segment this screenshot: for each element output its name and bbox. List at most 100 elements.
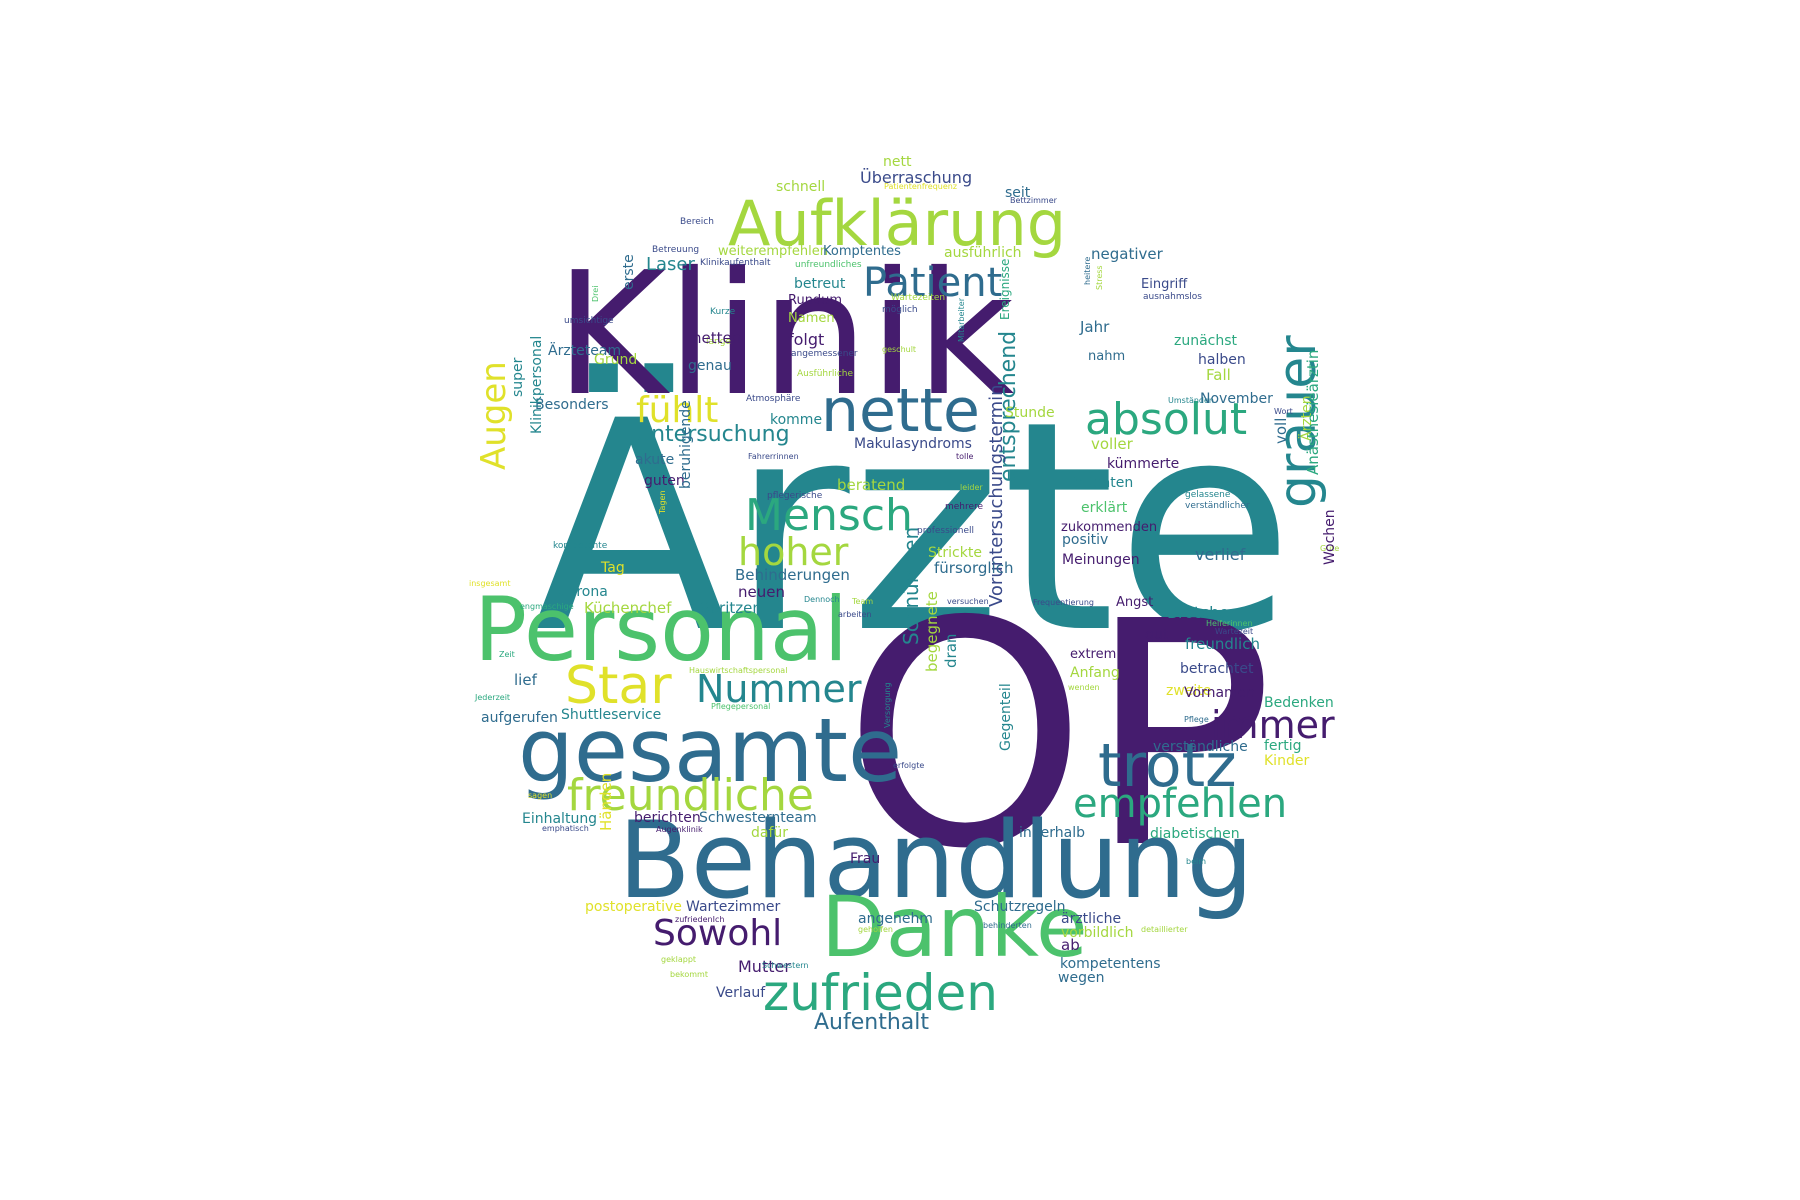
word-cloud-word: angenehm (858, 911, 933, 927)
word-cloud-word: Umständen (1168, 396, 1214, 405)
word-cloud-word: begegnete (923, 591, 941, 672)
word-cloud-word: ausführlich (944, 245, 1022, 261)
word-cloud-word: diabetischen (1150, 826, 1240, 842)
word-cloud-word: absolut (1085, 394, 1248, 445)
word-cloud-word: unfreundliches (795, 260, 862, 270)
word-cloud-word: Gegenteil (998, 683, 1014, 751)
word-cloud-word: Frau (850, 851, 881, 867)
word-cloud-word: freundlich (1185, 635, 1260, 653)
word-cloud-word: empfehlen (1073, 781, 1288, 827)
word-cloud-word: Brötchen (1167, 603, 1240, 622)
word-cloud-word: postoperative (585, 899, 682, 915)
word-cloud-word: Schnürchen (899, 526, 923, 645)
word-cloud-word: betreut (794, 276, 846, 292)
word-cloud-word: Danke (821, 878, 1088, 976)
word-cloud-word: Gute (1320, 544, 1340, 553)
word-cloud-word: fertig (1264, 738, 1302, 754)
word-cloud-word: Pflege (1184, 715, 1209, 724)
word-cloud-word: Untersuchung (635, 422, 790, 447)
word-cloud-word: Jederzeit (475, 693, 511, 702)
word-cloud-word: Wort (1274, 407, 1293, 416)
word-cloud-word: Helferinnen (1206, 619, 1253, 628)
word-cloud-word: positiv (1062, 532, 1109, 548)
word-cloud-word: angemessener (791, 349, 858, 359)
word-cloud-word: Komptentes (823, 244, 901, 259)
word-cloud-word: nett (883, 154, 912, 170)
word-cloud-word: zufrieden (763, 964, 998, 1022)
word-cloud-word: Versorgung (883, 682, 892, 728)
word-cloud-word: Eingriff (1141, 277, 1188, 292)
word-cloud-word: beim (1186, 857, 1207, 866)
word-cloud-word: erfolgte (893, 761, 925, 770)
word-cloud-word: Makulasyndroms (854, 436, 972, 452)
word-cloud-word: Händen (597, 772, 615, 831)
word-cloud-word: Laser (646, 254, 695, 275)
word-cloud-word: Ausführliche (797, 369, 854, 379)
word-cloud-word: erste (621, 254, 637, 290)
word-cloud-word: heitere (1083, 256, 1092, 285)
word-cloud-word: gesamte (518, 699, 903, 802)
word-cloud-word: Corona (558, 584, 608, 600)
word-cloud-word: dafür (751, 825, 789, 841)
word-cloud-word: Tag (601, 560, 625, 576)
word-cloud-word: gelassene (1185, 490, 1231, 500)
word-cloud-word: fürsorglich (934, 559, 1014, 577)
word-cloud-word: Fahrerrinnen (748, 452, 799, 461)
word-cloud-word: Aufklärung (728, 187, 1067, 260)
word-cloud-word: Klinikaufenthalt (700, 258, 771, 268)
word-cloud-word: Sowohl (653, 913, 783, 954)
word-cloud-word: sagen (528, 791, 553, 800)
word-cloud-word: arbeiten (838, 610, 872, 619)
word-cloud-word: gut (1145, 627, 1169, 643)
word-cloud-word: voll (1272, 417, 1290, 444)
word-cloud-word: Personal (474, 578, 849, 681)
word-cloud-word: versuchen (947, 597, 989, 606)
word-cloud-word: Tagen (658, 490, 667, 514)
word-cloud-word: Bereich (680, 217, 714, 227)
word-cloud-word: Mensch (745, 490, 913, 541)
word-cloud-word: Ärzte (532, 360, 1294, 697)
word-cloud-word: vorbildlich (1061, 925, 1134, 941)
word-cloud-word: geschult (882, 345, 917, 354)
word-cloud-word: professionell (917, 526, 975, 536)
word-cloud-word: lange (706, 337, 731, 347)
word-cloud-word: Klinik (555, 236, 1015, 434)
word-cloud-word: Wochen (1322, 509, 1338, 565)
word-cloud-word: zunächst (1174, 333, 1238, 349)
word-cloud-word: komme (770, 412, 823, 428)
word-cloud-word: ärztliche (1061, 911, 1122, 927)
word-cloud-word: November (1200, 391, 1273, 407)
word-cloud-word: Atmosphäre (746, 394, 801, 404)
word-cloud-word: freundliche (567, 770, 814, 821)
word-cloud-word: Mitarbeiter (957, 297, 966, 342)
word-cloud-word: beratend (837, 476, 906, 494)
word-cloud-word: Zeit (499, 650, 515, 659)
word-cloud-word: Wartezimmer (686, 899, 781, 915)
word-cloud-word: insgesamt (469, 579, 511, 588)
word-cloud-word: engmaschige (520, 602, 574, 611)
word-cloud-word: Anästhesieärztin (1304, 349, 1322, 475)
word-cloud-word: innerhalb (1019, 825, 1085, 841)
word-cloud-word: Augen (474, 361, 514, 470)
word-cloud-word: trotz (1098, 731, 1237, 801)
word-cloud-word: Ereignisse (998, 258, 1012, 320)
word-cloud-word: folgt (788, 330, 825, 349)
word-cloud-word: Frequentierung (1033, 598, 1094, 607)
word-cloud-word: Überraschung (860, 168, 973, 187)
word-cloud-word: leider (960, 483, 983, 492)
word-cloud-word: Behinderungen (735, 566, 850, 584)
word-cloud-word: pflegerische (767, 491, 823, 501)
word-cloud-word: verständlicher (1185, 501, 1250, 511)
word-cloud-word: verlief (1195, 545, 1246, 564)
word-cloud-word: weiterempfehlen (718, 244, 828, 259)
word-cloud-word: Spritzen (700, 599, 762, 617)
word-cloud-word: umsichtige (564, 316, 614, 326)
word-cloud-word: Strickte (928, 545, 982, 561)
word-cloud-word: nette (821, 376, 980, 446)
word-cloud-word: wegen (1058, 970, 1105, 986)
word-cloud-word: bekommt (670, 970, 708, 979)
word-cloud-word: Besonders (535, 397, 609, 413)
word-cloud-word: Einhaltung (522, 811, 598, 827)
word-cloud-word: fühlt (636, 390, 719, 431)
